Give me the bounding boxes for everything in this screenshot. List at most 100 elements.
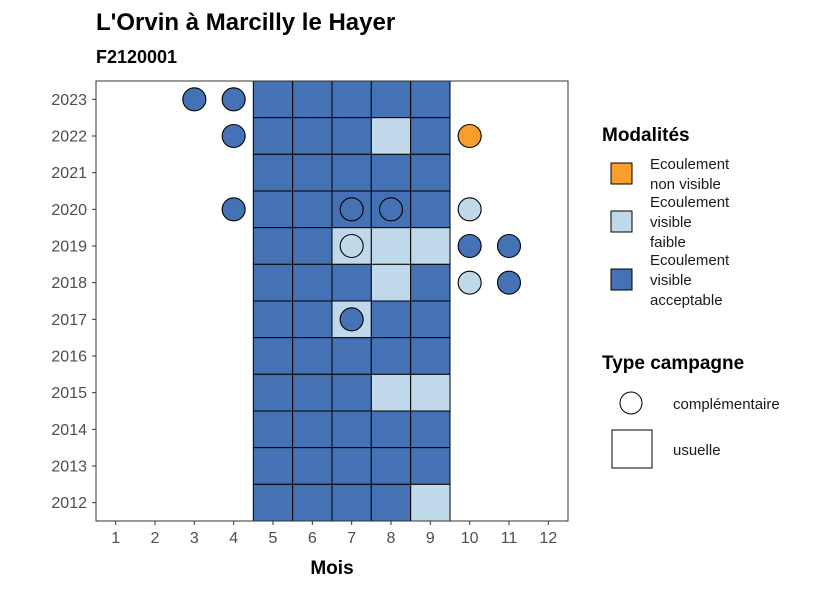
legend-label-acceptable: acceptable	[650, 292, 723, 309]
legend-label-non_visible: non visible	[650, 176, 721, 193]
cells-layer	[252, 80, 451, 522]
x-axis: 1 2 3 4 5 6 7 8 9 10 11 12	[111, 521, 557, 547]
legend-usuelle-label: usuelle	[673, 442, 721, 459]
cell-2013-7	[331, 447, 372, 485]
point-2020-10	[457, 197, 482, 222]
cell-2023-8	[370, 80, 412, 119]
legend-type-title: Type campagne	[602, 353, 744, 374]
cell-2021-7	[331, 153, 372, 192]
cell-2023-5	[252, 80, 294, 119]
cell-2015-5	[252, 373, 294, 412]
cell-2022-6	[292, 117, 333, 155]
cell-2023-7	[331, 80, 372, 119]
cell-2014-5	[252, 410, 294, 449]
cell-2016-9	[410, 337, 451, 375]
legend-circle-icon	[619, 391, 643, 415]
cell-2018-9	[410, 263, 451, 302]
legend-label-acceptable: visible	[650, 272, 692, 289]
cell-2016-8	[370, 337, 412, 375]
cell-2018-7	[331, 263, 372, 302]
cell-2017-8	[370, 300, 412, 339]
y-tick-label: 2020	[51, 202, 87, 219]
cell-2022-7	[331, 117, 372, 155]
cell-2015-8	[370, 373, 412, 412]
cell-2013-8	[370, 447, 412, 485]
y-tick-label: 2018	[51, 275, 87, 292]
cell-2014-8	[370, 410, 412, 449]
y-tick-label: 2013	[51, 459, 87, 476]
y-tick-label: 2022	[51, 129, 87, 146]
x-tick-label: 11	[501, 530, 518, 547]
legend-square-icon	[611, 429, 653, 469]
cell-2014-9	[410, 410, 451, 449]
point-2020-4	[221, 197, 246, 222]
point-2023-4	[221, 87, 246, 112]
x-tick-label: 6	[308, 530, 317, 547]
cell-2021-5	[252, 153, 294, 192]
point-2020-8	[378, 197, 404, 222]
cell-2012-5	[252, 483, 294, 522]
y-tick-label: 2012	[51, 495, 87, 512]
cell-2023-6	[292, 80, 333, 119]
x-tick-label: 4	[229, 530, 238, 547]
y-tick-label: 2017	[51, 312, 87, 329]
y-tick-label: 2019	[51, 239, 87, 256]
cell-2014-6	[292, 410, 333, 449]
cell-2016-6	[292, 337, 333, 375]
point-2018-10	[457, 270, 482, 295]
cell-2015-7	[331, 373, 372, 412]
legend-label-faible: visible	[650, 214, 692, 231]
chart-subtitle: F2120001	[96, 47, 177, 67]
point-2022-10	[457, 123, 482, 149]
y-tick-label: 2023	[51, 92, 87, 109]
cell-2022-9	[410, 117, 451, 155]
x-tick-label: 7	[347, 530, 356, 547]
cell-2012-8	[370, 483, 412, 522]
legend-label-acceptable: Ecoulement	[650, 252, 730, 269]
point-2017-7	[339, 307, 364, 332]
x-tick-label: 1	[111, 530, 120, 547]
cell-2019-8	[370, 227, 412, 265]
cell-2018-6	[292, 263, 333, 302]
legend-modalites-title: Modalités	[602, 125, 690, 146]
point-2023-3	[182, 87, 207, 112]
cell-2020-9	[410, 190, 451, 229]
cell-2018-8	[370, 263, 412, 302]
cell-2017-5	[252, 300, 294, 339]
cell-2012-6	[292, 483, 333, 522]
point-2020-7	[339, 197, 364, 222]
x-tick-label: 9	[426, 530, 435, 547]
y-tick-label: 2015	[51, 385, 87, 402]
cell-2019-6	[292, 227, 333, 265]
y-tick-label: 2014	[51, 422, 87, 439]
cell-2013-6	[292, 447, 333, 485]
x-tick-label: 5	[269, 530, 278, 547]
cell-2022-8	[370, 117, 412, 155]
cell-2016-5	[252, 337, 294, 375]
x-tick-label: 8	[387, 530, 396, 547]
cell-2021-9	[410, 153, 451, 192]
cell-2021-8	[370, 153, 412, 192]
x-tick-label: 2	[151, 530, 160, 547]
cell-2022-5	[252, 117, 294, 155]
cell-2015-6	[292, 373, 333, 412]
legend-key-acceptable	[610, 268, 633, 291]
cell-2020-6	[292, 190, 333, 229]
cell-2023-9	[410, 80, 451, 119]
point-2022-4	[221, 123, 246, 149]
cell-2017-9	[410, 300, 451, 339]
point-2018-11	[496, 270, 522, 295]
cell-2014-7	[331, 410, 372, 449]
point-2019-11	[496, 233, 522, 259]
cell-2013-9	[410, 447, 451, 485]
x-tick-label: 12	[539, 530, 557, 547]
legend-key-non_visible	[610, 162, 633, 185]
chart-title: L'Orvin à Marcilly le Hayer	[96, 9, 395, 36]
cell-2018-5	[252, 263, 294, 302]
y-axis: 2012 2013 2014 2015 2016 2017 2018 2019 2020 2021…	[51, 92, 96, 512]
x-tick-label: 3	[190, 530, 199, 547]
cell-2019-5	[252, 227, 294, 265]
